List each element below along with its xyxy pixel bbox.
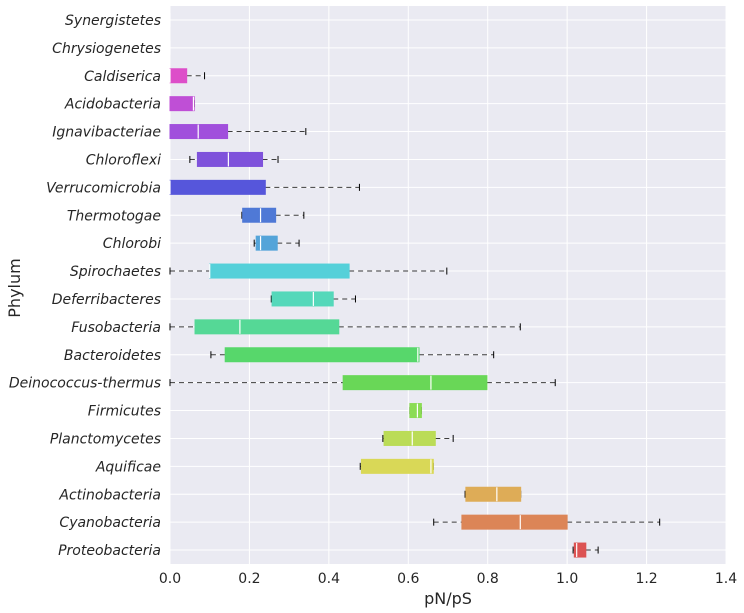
x-axis-label: pN/pS [424, 589, 472, 608]
iqr-box [169, 68, 188, 84]
y-tick-label: Thermotogae [67, 208, 161, 224]
iqr-box [461, 514, 568, 530]
box-ignavibacteriae [169, 124, 307, 140]
x-tick-labels: 0.0 0.2 0.4 0.6 0.8 1.0 1.2 1.4 [159, 571, 737, 587]
y-tick-label: Ignavibacteriae [52, 125, 161, 141]
box-deinococcus-thermus [169, 375, 556, 391]
y-tick-label: Chrysiogenetes [52, 41, 161, 57]
box-chlorobi [253, 235, 300, 251]
x-tick-label: 0.6 [397, 571, 419, 587]
x-tick-label: 0.0 [159, 571, 181, 587]
box-planctomycetes [382, 430, 454, 446]
iqr-box [465, 486, 522, 502]
box-cyanobacteria [433, 514, 661, 530]
y-axis-label: Phylum [5, 258, 24, 317]
iqr-box [255, 235, 278, 251]
y-tick-label: Acidobacteria [64, 97, 161, 113]
box-verrucomicrobia [169, 179, 360, 195]
y-tick-label: Deferribacteres [52, 292, 161, 308]
iqr-box [409, 403, 422, 419]
y-tick-label: Chloroflexi [86, 152, 161, 168]
box-aquificae [359, 458, 434, 474]
iqr-box [196, 151, 264, 167]
x-tick-label: 1.2 [635, 571, 657, 587]
y-tick-label: Cyanobacteria [59, 515, 161, 531]
y-tick-label: Aquificae [95, 459, 161, 475]
y-tick-label: Fusobacteria [71, 320, 161, 336]
iqr-box [209, 263, 350, 279]
iqr-box [194, 319, 340, 335]
y-tick-label: Bacteroidetes [64, 348, 161, 364]
x-tick-label: 1.0 [556, 571, 578, 587]
box-deferribacteres [270, 291, 356, 307]
plot-background [170, 6, 726, 564]
box-proteobacteria [572, 542, 599, 558]
iqr-box [573, 542, 587, 558]
iqr-box [360, 458, 434, 474]
iqr-box [383, 430, 436, 446]
iqr-box [169, 179, 266, 195]
x-tick-label: 0.8 [477, 571, 499, 587]
y-tick-label: Verrucomicrobia [46, 180, 161, 196]
box-fusobacteria [169, 319, 521, 335]
box-spirochaetes [169, 263, 448, 279]
iqr-box [224, 347, 420, 363]
box-series [169, 12, 661, 558]
box-chloroflexi [189, 151, 279, 167]
box-caldiserica [169, 68, 206, 84]
box-firmicutes [409, 403, 422, 419]
x-tick-label: 1.4 [715, 571, 737, 587]
y-tick-label: Chlorobi [103, 236, 161, 252]
box-bacteroidetes [210, 347, 495, 363]
x-tick-label: 0.4 [318, 571, 340, 587]
iqr-box [169, 96, 195, 112]
iqr-box [342, 375, 488, 391]
y-tick-label: Proteobacteria [58, 543, 161, 559]
y-tick-label: Caldiserica [84, 69, 161, 85]
y-tick-label: Firmicutes [88, 404, 161, 420]
box-actinobacteria [464, 486, 522, 502]
grid-lines [169, 6, 727, 564]
box-acidobacteria [169, 96, 195, 112]
y-tick-labels: Synergistetes Chrysiogenetes Caldiserica Ac… [9, 13, 161, 559]
y-tick-label: Deinococcus-thermus [9, 376, 161, 392]
box-thermotogae [241, 207, 305, 223]
iqr-box [242, 207, 277, 223]
iqr-box [271, 291, 334, 307]
x-tick-label: 0.2 [238, 571, 260, 587]
y-tick-label: Spirochaetes [70, 264, 161, 280]
y-tick-label: Actinobacteria [58, 487, 161, 503]
y-tick-label: Planctomycetes [50, 431, 161, 447]
y-tick-label: Synergistetes [65, 13, 161, 29]
